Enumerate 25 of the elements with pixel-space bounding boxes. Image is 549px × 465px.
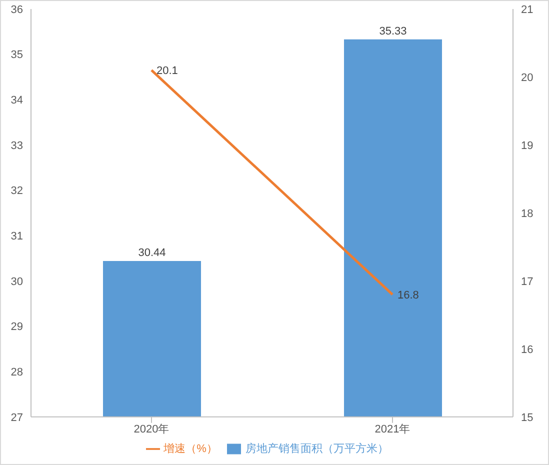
y2-tick-label: 21 xyxy=(521,4,534,16)
legend-label: 增速（%） xyxy=(164,442,218,455)
y2-tick-label: 17 xyxy=(521,276,534,288)
y-tick-label: 33 xyxy=(10,140,23,152)
x-tick-label: 2021年 xyxy=(374,424,410,436)
y-tick-label: 36 xyxy=(10,4,23,16)
y-tick-label: 31 xyxy=(10,230,23,243)
data-label: 16.8 xyxy=(398,289,419,302)
y-tick-label: 28 xyxy=(10,366,23,378)
y2-tick-label: 15 xyxy=(521,412,534,424)
y2-tick-label: 19 xyxy=(521,140,534,152)
y-tick-label: 32 xyxy=(10,185,23,198)
y-tick-label: 30 xyxy=(10,276,23,288)
y2-tick-label: 18 xyxy=(521,208,534,220)
legend-label: 房地产销售面积（万平方米） xyxy=(245,442,388,455)
data-label: 20.1 xyxy=(156,65,178,78)
y-tick-label: 35 xyxy=(10,49,23,62)
y-tick-label: 34 xyxy=(10,94,23,107)
y2-tick-label: 16 xyxy=(521,344,534,356)
y-tick-label: 29 xyxy=(10,321,23,334)
data-label: 30.44 xyxy=(138,246,166,259)
y-tick-label: 27 xyxy=(10,412,23,424)
y2-tick-label: 20 xyxy=(521,72,534,84)
x-tick-label: 2020年 xyxy=(134,424,170,436)
data-label: 35.33 xyxy=(379,25,407,38)
